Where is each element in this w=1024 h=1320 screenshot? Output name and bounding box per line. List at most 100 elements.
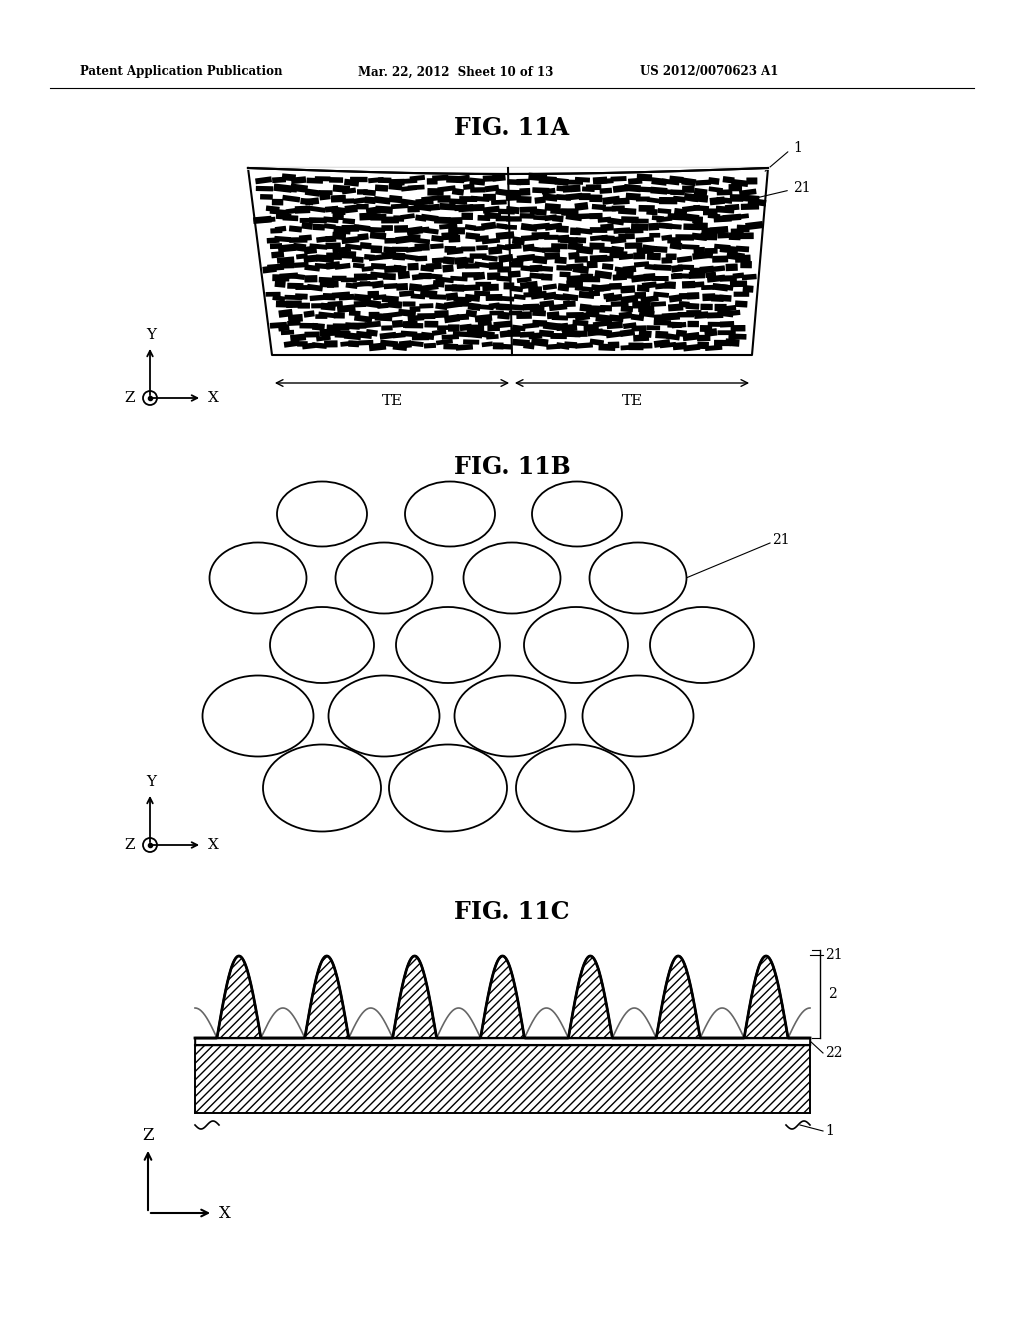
FancyBboxPatch shape	[325, 206, 339, 213]
FancyBboxPatch shape	[356, 205, 369, 210]
FancyBboxPatch shape	[394, 226, 409, 232]
FancyBboxPatch shape	[562, 330, 581, 338]
FancyBboxPatch shape	[512, 339, 529, 347]
FancyBboxPatch shape	[659, 197, 677, 205]
FancyBboxPatch shape	[432, 174, 449, 181]
FancyBboxPatch shape	[286, 301, 302, 308]
FancyBboxPatch shape	[508, 180, 521, 185]
FancyBboxPatch shape	[590, 227, 607, 232]
FancyBboxPatch shape	[341, 277, 356, 282]
FancyBboxPatch shape	[495, 343, 511, 350]
FancyBboxPatch shape	[528, 286, 542, 293]
FancyBboxPatch shape	[598, 216, 611, 223]
FancyBboxPatch shape	[340, 341, 353, 347]
FancyBboxPatch shape	[595, 314, 612, 323]
FancyBboxPatch shape	[613, 198, 630, 205]
FancyBboxPatch shape	[592, 203, 606, 210]
FancyBboxPatch shape	[566, 263, 584, 269]
FancyBboxPatch shape	[357, 234, 369, 240]
FancyBboxPatch shape	[572, 319, 589, 326]
FancyBboxPatch shape	[303, 255, 317, 263]
FancyBboxPatch shape	[625, 243, 642, 249]
FancyBboxPatch shape	[566, 280, 583, 288]
FancyBboxPatch shape	[294, 261, 308, 268]
FancyBboxPatch shape	[528, 246, 546, 253]
FancyBboxPatch shape	[312, 342, 327, 348]
FancyBboxPatch shape	[392, 319, 403, 327]
FancyBboxPatch shape	[594, 271, 612, 280]
FancyBboxPatch shape	[666, 333, 680, 341]
FancyBboxPatch shape	[383, 273, 396, 280]
FancyBboxPatch shape	[653, 314, 669, 321]
FancyBboxPatch shape	[708, 177, 720, 185]
FancyBboxPatch shape	[705, 345, 722, 351]
FancyBboxPatch shape	[318, 190, 333, 195]
FancyBboxPatch shape	[308, 206, 326, 213]
FancyBboxPatch shape	[327, 252, 342, 260]
FancyBboxPatch shape	[707, 312, 723, 318]
FancyBboxPatch shape	[315, 314, 328, 319]
FancyBboxPatch shape	[534, 223, 550, 230]
FancyBboxPatch shape	[456, 174, 470, 183]
FancyBboxPatch shape	[303, 246, 317, 255]
FancyBboxPatch shape	[649, 232, 660, 238]
FancyBboxPatch shape	[539, 176, 557, 185]
FancyBboxPatch shape	[462, 272, 480, 277]
FancyBboxPatch shape	[648, 223, 659, 231]
FancyBboxPatch shape	[361, 265, 374, 272]
FancyBboxPatch shape	[337, 304, 355, 313]
FancyBboxPatch shape	[575, 238, 587, 243]
FancyBboxPatch shape	[651, 276, 669, 281]
FancyBboxPatch shape	[646, 209, 657, 215]
FancyBboxPatch shape	[423, 227, 439, 235]
FancyBboxPatch shape	[318, 312, 336, 318]
FancyBboxPatch shape	[543, 193, 558, 202]
FancyBboxPatch shape	[558, 282, 569, 292]
FancyBboxPatch shape	[483, 194, 496, 201]
FancyBboxPatch shape	[341, 236, 359, 244]
Ellipse shape	[210, 543, 306, 614]
FancyBboxPatch shape	[574, 285, 593, 292]
FancyBboxPatch shape	[295, 293, 307, 300]
FancyBboxPatch shape	[449, 235, 461, 243]
FancyBboxPatch shape	[406, 246, 422, 252]
FancyBboxPatch shape	[609, 251, 628, 259]
FancyBboxPatch shape	[647, 252, 660, 260]
FancyBboxPatch shape	[586, 185, 601, 190]
FancyBboxPatch shape	[283, 195, 300, 202]
FancyBboxPatch shape	[735, 255, 751, 263]
FancyBboxPatch shape	[574, 330, 588, 337]
FancyBboxPatch shape	[446, 247, 463, 255]
FancyBboxPatch shape	[333, 323, 349, 331]
FancyBboxPatch shape	[314, 263, 330, 269]
FancyBboxPatch shape	[618, 234, 635, 240]
FancyBboxPatch shape	[555, 256, 567, 264]
FancyBboxPatch shape	[709, 186, 723, 193]
FancyBboxPatch shape	[720, 246, 738, 253]
FancyBboxPatch shape	[402, 301, 416, 306]
FancyBboxPatch shape	[318, 277, 335, 284]
FancyBboxPatch shape	[631, 275, 647, 282]
FancyBboxPatch shape	[400, 214, 415, 220]
FancyBboxPatch shape	[531, 338, 549, 347]
FancyBboxPatch shape	[529, 305, 545, 312]
FancyBboxPatch shape	[577, 246, 594, 255]
FancyBboxPatch shape	[429, 203, 440, 211]
FancyBboxPatch shape	[459, 197, 477, 202]
FancyBboxPatch shape	[521, 235, 539, 242]
FancyBboxPatch shape	[408, 234, 421, 240]
FancyBboxPatch shape	[702, 293, 716, 301]
FancyBboxPatch shape	[636, 197, 650, 202]
FancyBboxPatch shape	[389, 195, 402, 203]
FancyBboxPatch shape	[359, 213, 376, 220]
FancyBboxPatch shape	[658, 189, 675, 195]
FancyBboxPatch shape	[565, 193, 583, 201]
FancyBboxPatch shape	[595, 256, 613, 263]
FancyBboxPatch shape	[668, 322, 682, 329]
FancyBboxPatch shape	[701, 227, 717, 235]
FancyBboxPatch shape	[613, 227, 630, 234]
FancyBboxPatch shape	[517, 253, 536, 263]
FancyBboxPatch shape	[339, 294, 354, 301]
FancyBboxPatch shape	[493, 174, 506, 182]
FancyBboxPatch shape	[637, 247, 653, 255]
